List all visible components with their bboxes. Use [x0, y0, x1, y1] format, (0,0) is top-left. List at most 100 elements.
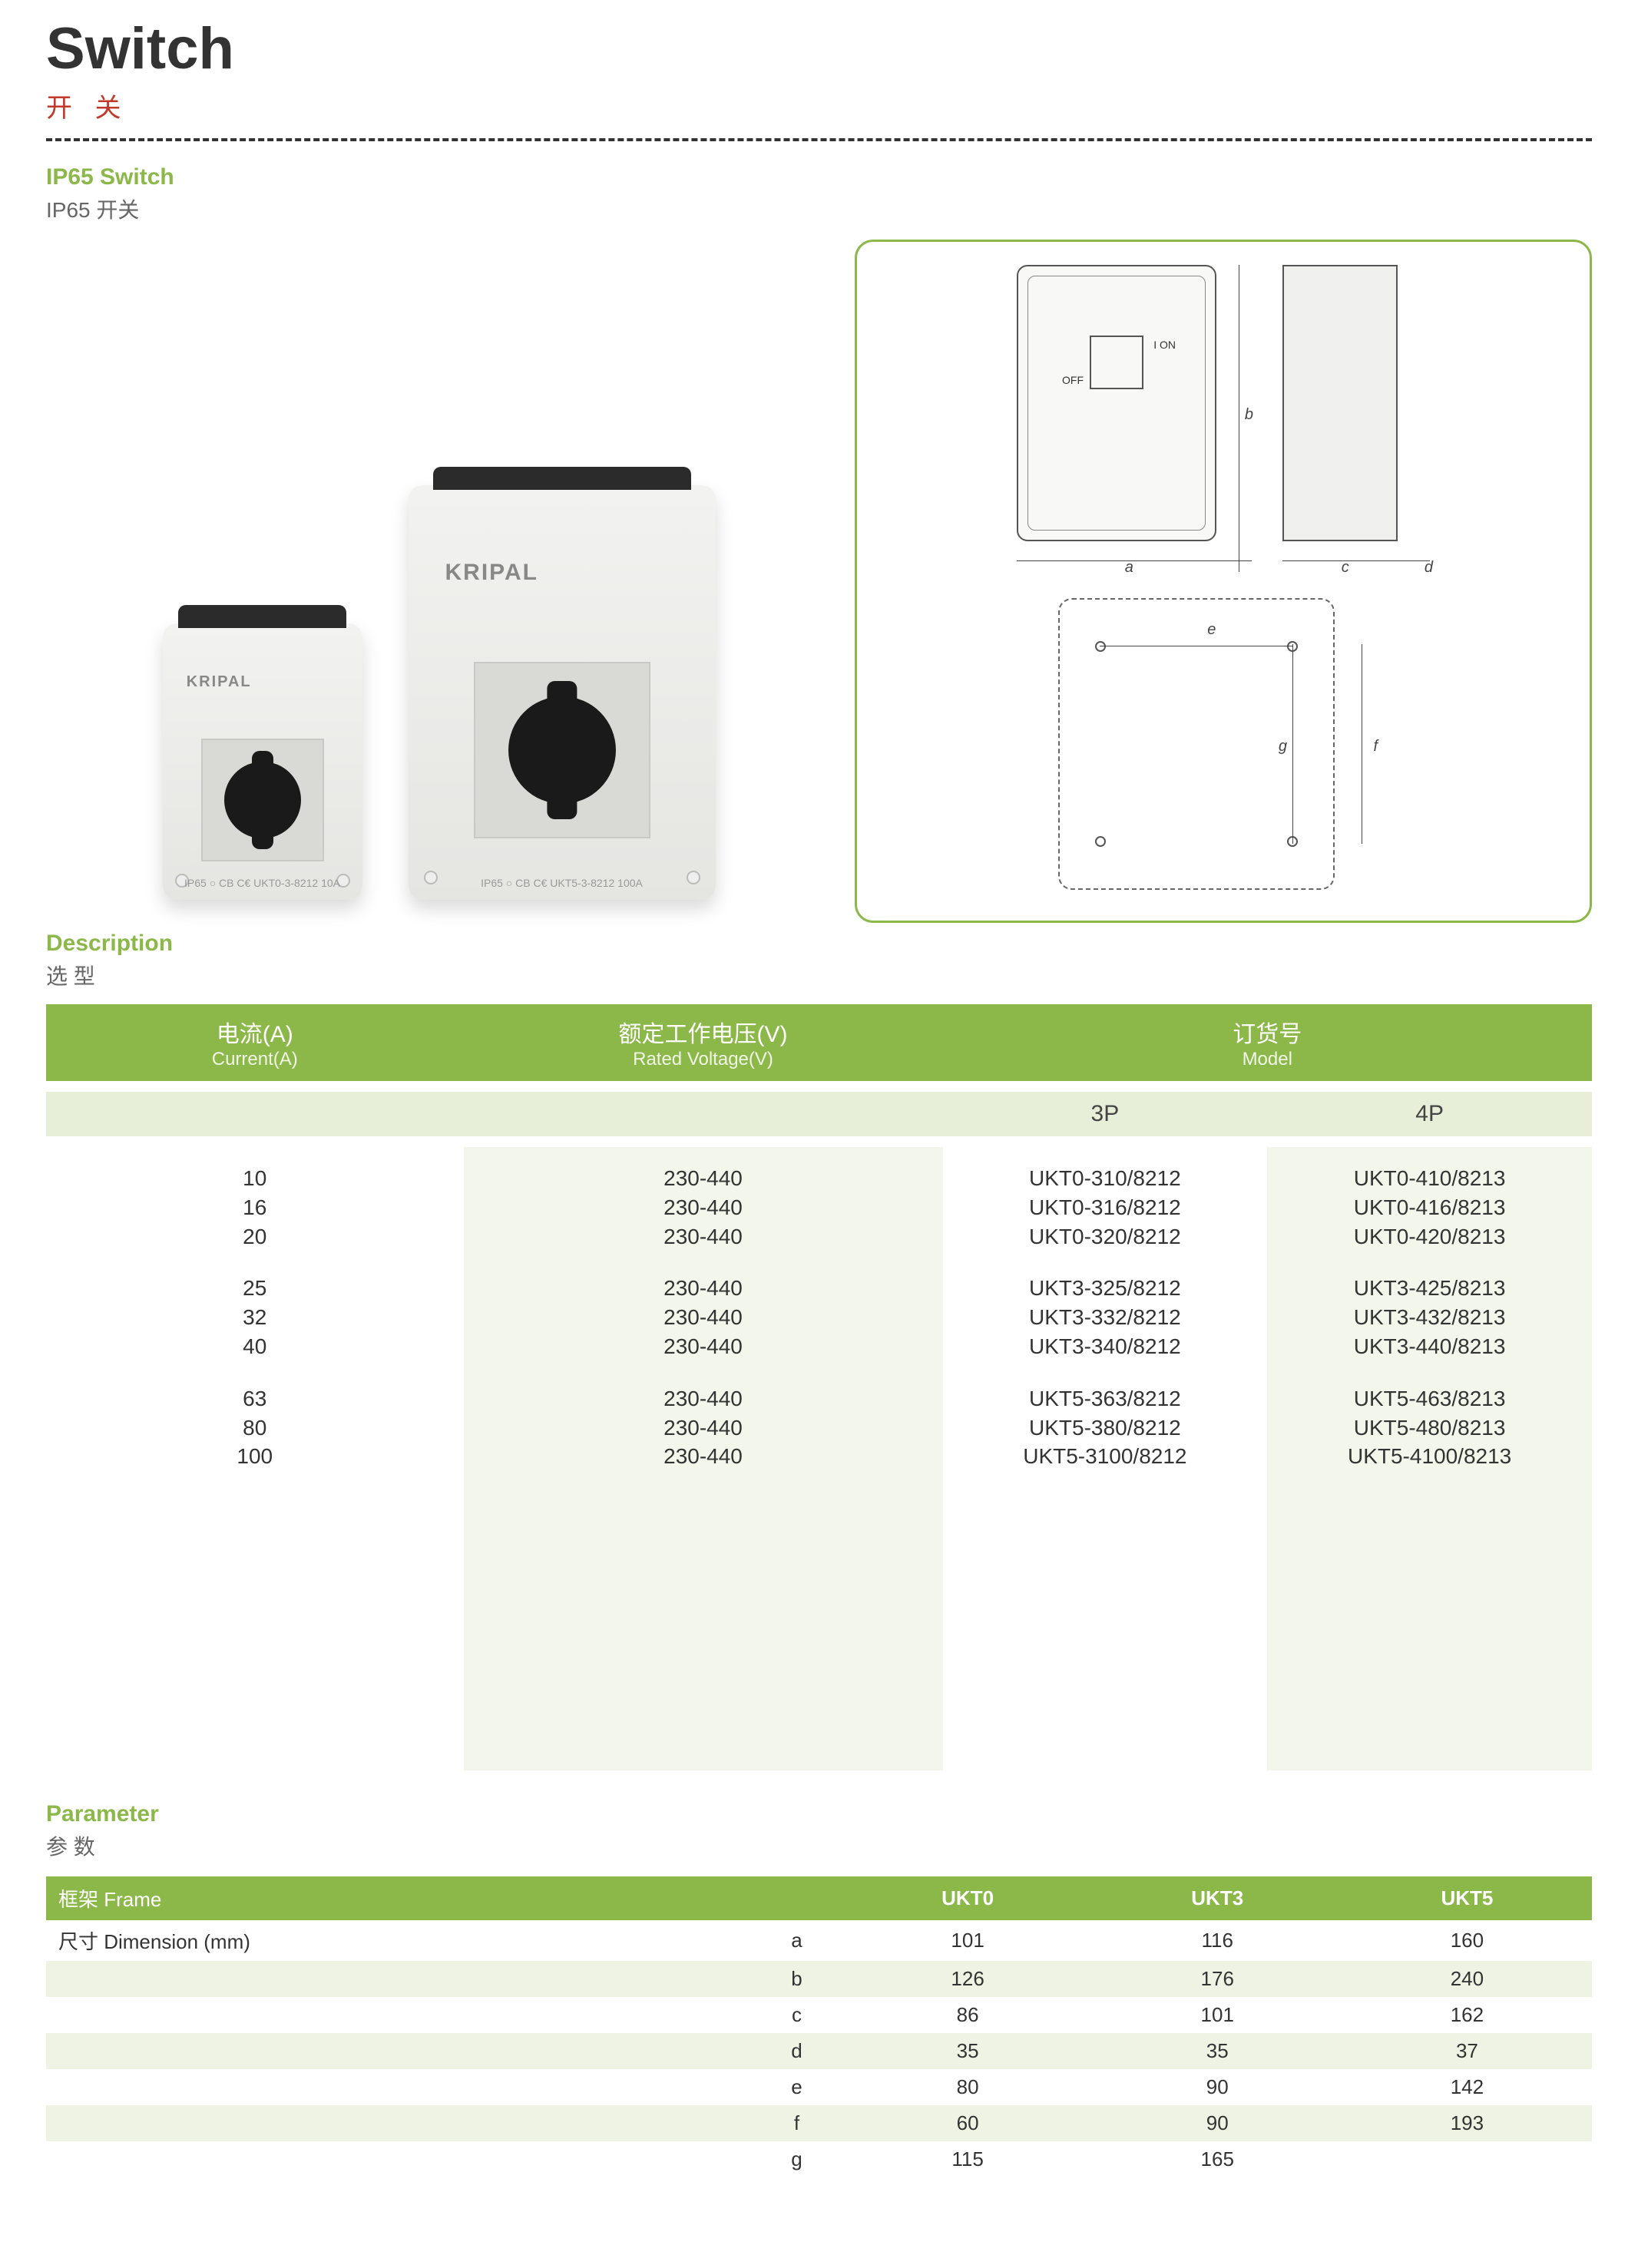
data-cell: 230-440	[478, 1384, 929, 1413]
param-dimension-label	[46, 2141, 751, 2177]
rotary-knob-icon	[508, 696, 616, 804]
data-cell: 230-440	[478, 1413, 929, 1443]
diagram-on-label: I ON	[1153, 339, 1176, 351]
mount-hole-icon	[1095, 641, 1106, 652]
param-value: 101	[1093, 1997, 1342, 2033]
param-dim-key: d	[751, 2033, 843, 2069]
data-group: 6380100	[60, 1384, 450, 1471]
description-label-cn: 选 型	[46, 960, 1592, 990]
parameter-table: 框架 Frame UKT0 UKT3 UKT5 尺寸 Dimension (mm…	[46, 1876, 1592, 2177]
param-dim-key: b	[751, 1961, 843, 1997]
data-cell: UKT5-3100/8212	[957, 1442, 1254, 1471]
data-group: 230-440230-440230-440	[478, 1164, 929, 1251]
diagram-area: I ON OFF a b c d	[855, 240, 1592, 923]
data-cell: 230-440	[478, 1164, 929, 1193]
col-voltage-en: Rated Voltage(V)	[470, 1049, 937, 1070]
cell-3p: UKT0-310/8212UKT0-316/8212UKT0-320/8212U…	[943, 1147, 1268, 1770]
data-cell: 230-440	[478, 1442, 929, 1471]
col-model-header: 订货号 Model	[943, 1004, 1592, 1081]
dim-label-e: e	[1207, 621, 1216, 639]
data-cell: 20	[60, 1222, 450, 1251]
data-cell: 32	[60, 1303, 450, 1332]
col-current-en: Current(A)	[52, 1049, 458, 1070]
col-current-header: 电流(A) Current(A)	[46, 1004, 464, 1081]
description-section: Description 选 型 电流(A) Current(A) 额定工作电压(…	[46, 931, 1592, 1770]
param-frame-0: UKT0	[843, 1876, 1093, 1920]
switch-large: KRIPAL IP65 ○ CB C€ UKT5-3-8212 100A	[409, 485, 716, 900]
rotary-knob-icon	[224, 762, 301, 838]
param-value: 86	[843, 1997, 1093, 2033]
param-dimension-label	[46, 2033, 751, 2069]
diagram-back: e f g	[1058, 598, 1335, 890]
table-header-row: 电流(A) Current(A) 额定工作电压(V) Rated Voltage…	[46, 1004, 1592, 1081]
data-group: 253240	[60, 1274, 450, 1360]
subhead-3p: 3P	[943, 1092, 1268, 1136]
data-cell: UKT5-480/8213	[1281, 1413, 1578, 1443]
param-value: 35	[843, 2033, 1093, 2069]
dim-label-f: f	[1373, 738, 1378, 755]
param-value: 193	[1342, 2105, 1592, 2141]
diagram-row-top: I ON OFF a b c d	[880, 265, 1567, 572]
dim-arrow-a	[1017, 560, 1252, 561]
product-label: IP65 Switch IP65 开关	[46, 164, 1592, 224]
dim-arrow-c	[1282, 560, 1430, 561]
data-group: 101620	[60, 1164, 450, 1251]
param-header-row: 框架 Frame UKT0 UKT3 UKT5	[46, 1876, 1592, 1920]
data-cell: 10	[60, 1164, 450, 1193]
data-group: UKT0-410/8213UKT0-416/8213UKT0-420/8213	[1281, 1164, 1578, 1251]
col-voltage-cn: 额定工作电压(V)	[619, 1022, 788, 1047]
cell-voltage: 230-440230-440230-440230-440230-440230-4…	[464, 1147, 943, 1770]
param-frame-2: UKT5	[1342, 1876, 1592, 1920]
table-subheader-row: 3P 4P	[46, 1092, 1592, 1136]
cell-4p: UKT0-410/8213UKT0-416/8213UKT0-420/8213U…	[1267, 1147, 1592, 1770]
dim-label-b: b	[1245, 406, 1253, 424]
data-cell: UKT0-320/8212	[957, 1222, 1254, 1251]
param-value: 115	[843, 2141, 1093, 2177]
col-current-cn: 电流(A)	[217, 1022, 293, 1047]
param-value: 126	[843, 1961, 1093, 1997]
data-cell: UKT5-463/8213	[1281, 1384, 1578, 1413]
dim-label-d: d	[1425, 559, 1433, 577]
param-value: 142	[1342, 2069, 1592, 2105]
top-row: KRIPAL IP65 ○ CB C€ UKT0-3-8212 10A KRIP…	[46, 240, 1592, 923]
param-dimension-label	[46, 1997, 751, 2033]
data-cell: UKT0-310/8212	[957, 1164, 1254, 1193]
diagram-front-inner	[1027, 276, 1206, 531]
col-voltage-header: 额定工作电压(V) Rated Voltage(V)	[464, 1004, 943, 1081]
parameter-section: Parameter 参 数 框架 Frame UKT0 UKT3 UKT5 尺寸…	[46, 1801, 1592, 2177]
param-value	[1342, 2141, 1592, 2177]
param-value: 162	[1342, 1997, 1592, 2033]
data-group: UKT0-310/8212UKT0-316/8212UKT0-320/8212	[957, 1164, 1254, 1251]
param-dim-key: a	[751, 1920, 843, 1961]
data-cell: 63	[60, 1384, 450, 1413]
param-dimension-label	[46, 1961, 751, 1997]
param-frame-1: UKT3	[1093, 1876, 1342, 1920]
data-cell: 40	[60, 1332, 450, 1361]
data-group: UKT3-425/8213UKT3-432/8213UKT3-440/8213	[1281, 1274, 1578, 1360]
description-label-en: Description	[46, 931, 1592, 957]
param-value: 101	[843, 1920, 1093, 1961]
param-value: 90	[1093, 2105, 1342, 2141]
dim-label-a: a	[1125, 559, 1133, 577]
data-cell: UKT3-425/8213	[1281, 1274, 1578, 1303]
data-cell: UKT5-380/8212	[957, 1413, 1254, 1443]
page-title: Switch	[46, 15, 1592, 82]
brand-small: KRIPAL	[187, 673, 252, 691]
diagram-knob: I ON OFF	[1090, 336, 1143, 389]
subhead-blank	[464, 1092, 943, 1136]
param-value: 35	[1093, 2033, 1342, 2069]
diagram-front: I ON OFF	[1017, 265, 1216, 541]
parameter-label-cn: 参 数	[46, 1830, 1592, 1861]
dim-arrow-g	[1292, 644, 1293, 844]
data-cell: UKT0-416/8213	[1281, 1193, 1578, 1222]
switch-large-top	[433, 467, 691, 490]
param-value: 60	[843, 2105, 1093, 2141]
data-cell: UKT0-420/8213	[1281, 1222, 1578, 1251]
param-dimension-label	[46, 2105, 751, 2141]
data-group: UKT3-325/8212UKT3-332/8212UKT3-340/8212	[957, 1274, 1254, 1360]
data-group: UKT5-363/8212UKT5-380/8212UKT5-3100/8212	[957, 1384, 1254, 1471]
data-cell: UKT0-316/8212	[957, 1193, 1254, 1222]
table-body-row: 1016202532406380100 230-440230-440230-44…	[46, 1147, 1592, 1770]
brand-large: KRIPAL	[445, 560, 538, 586]
param-value: 37	[1342, 2033, 1592, 2069]
